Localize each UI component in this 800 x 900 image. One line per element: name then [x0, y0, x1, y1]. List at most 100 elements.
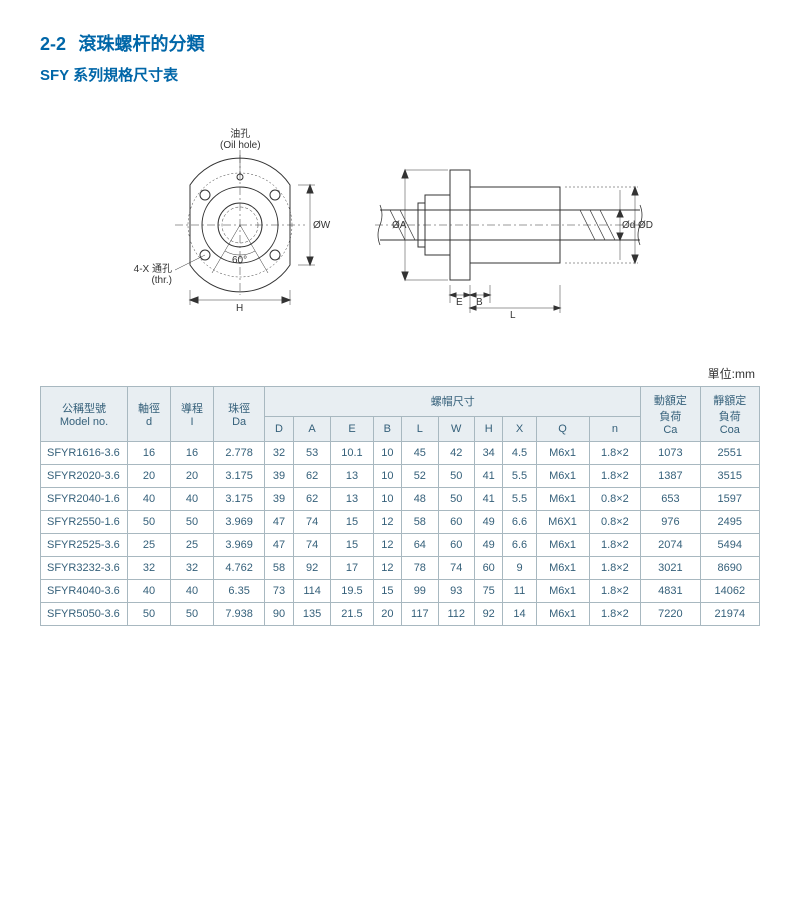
col-da: 珠徑 Da [214, 387, 265, 442]
cell-A: 53 [293, 442, 331, 465]
cell-W: 74 [438, 557, 474, 580]
table-row: SFYR2040-1.640403.175396213104850415.5M6… [41, 488, 760, 511]
cell-Coa: 2551 [700, 442, 759, 465]
cell-I: 32 [171, 557, 214, 580]
cell-W: 60 [438, 511, 474, 534]
cell-H: 49 [474, 534, 503, 557]
cell-D: 32 [265, 442, 294, 465]
cell-B: 12 [373, 557, 402, 580]
dim-a-label: ØA [392, 220, 406, 231]
cell-model: SFYR2550-1.6 [41, 511, 128, 534]
col-H: H [474, 416, 503, 441]
cell-model: SFYR2040-1.6 [41, 488, 128, 511]
col-W: W [438, 416, 474, 441]
ca-cn2: 負荷 [659, 411, 681, 423]
cell-L: 48 [402, 488, 438, 511]
cell-A: 114 [293, 580, 331, 603]
dim-h-label: H [236, 303, 243, 314]
side-view-svg [370, 125, 650, 325]
cell-Ca: 1387 [641, 465, 700, 488]
cell-Coa: 1597 [700, 488, 759, 511]
table-row: SFYR2020-3.620203.175396213105250415.5M6… [41, 465, 760, 488]
da-sym: Da [232, 416, 246, 428]
cell-D: 73 [265, 580, 294, 603]
cell-L: 64 [402, 534, 438, 557]
cell-n: 1.8×2 [589, 557, 641, 580]
lead-sym: I [190, 416, 193, 428]
cell-X: 14 [503, 603, 536, 626]
cell-W: 112 [438, 603, 474, 626]
section-number: 2-2 [40, 34, 66, 54]
cell-E: 17 [331, 557, 373, 580]
cell-Da: 7.938 [214, 603, 265, 626]
model-en: Model no. [60, 416, 108, 428]
dim-b-label: B [476, 297, 483, 308]
lead-cn: 導程 [181, 403, 203, 415]
cell-n: 1.8×2 [589, 534, 641, 557]
cell-Da: 2.778 [214, 442, 265, 465]
cell-I: 50 [171, 511, 214, 534]
cell-n: 1.8×2 [589, 465, 641, 488]
col-L: L [402, 416, 438, 441]
cell-E: 19.5 [331, 580, 373, 603]
cell-Coa: 3515 [700, 465, 759, 488]
table-row: SFYR2550-1.650503.969477415125860496.6M6… [41, 511, 760, 534]
cell-X: 5.5 [503, 488, 536, 511]
cell-X: 11 [503, 580, 536, 603]
coa-cn: 靜額定 [713, 395, 746, 407]
cell-A: 92 [293, 557, 331, 580]
cell-H: 49 [474, 511, 503, 534]
cell-B: 20 [373, 603, 402, 626]
cell-D: 39 [265, 488, 294, 511]
cell-E: 15 [331, 534, 373, 557]
cell-A: 74 [293, 534, 331, 557]
cell-A: 62 [293, 465, 331, 488]
cell-X: 6.6 [503, 511, 536, 534]
cell-model: SFYR5050-3.6 [41, 603, 128, 626]
cell-L: 52 [402, 465, 438, 488]
cell-Q: M6x1 [536, 465, 589, 488]
table-row: SFYR4040-3.640406.357311419.51599937511M… [41, 580, 760, 603]
cell-W: 60 [438, 534, 474, 557]
d-sym: d [146, 416, 152, 428]
cell-Q: M6x1 [536, 557, 589, 580]
cell-Ca: 653 [641, 488, 700, 511]
cell-H: 41 [474, 488, 503, 511]
cell-model: SFYR1616-3.6 [41, 442, 128, 465]
cell-Ca: 4831 [641, 580, 700, 603]
ca-cn: 動額定 [654, 395, 687, 407]
cell-X: 6.6 [503, 534, 536, 557]
cell-B: 10 [373, 465, 402, 488]
da-cn: 珠徑 [228, 403, 250, 415]
cell-Ca: 1073 [641, 442, 700, 465]
cell-Da: 3.969 [214, 534, 265, 557]
cell-Ca: 2074 [641, 534, 700, 557]
cell-d: 40 [128, 580, 171, 603]
cell-H: 34 [474, 442, 503, 465]
cell-Q: M6x1 [536, 488, 589, 511]
cell-D: 47 [265, 534, 294, 557]
cell-D: 58 [265, 557, 294, 580]
cell-E: 10.1 [331, 442, 373, 465]
cell-X: 4.5 [503, 442, 536, 465]
cell-X: 9 [503, 557, 536, 580]
spec-table: 公稱型號 Model no. 軸徑 d 導程 I 珠徑 Da 螺帽尺寸 動額定 … [40, 386, 760, 626]
cell-n: 0.8×2 [589, 511, 641, 534]
cell-W: 50 [438, 465, 474, 488]
cell-B: 12 [373, 511, 402, 534]
cell-Q: M6x1 [536, 534, 589, 557]
cell-L: 45 [402, 442, 438, 465]
cell-A: 135 [293, 603, 331, 626]
cell-I: 50 [171, 603, 214, 626]
cell-d: 32 [128, 557, 171, 580]
table-row: SFYR3232-3.632324.762589217127874609M6x1… [41, 557, 760, 580]
dim-D-label: ØD [638, 220, 653, 231]
cell-D: 90 [265, 603, 294, 626]
cell-H: 92 [474, 603, 503, 626]
col-model: 公稱型號 Model no. [41, 387, 128, 442]
cell-E: 15 [331, 511, 373, 534]
cell-Da: 3.969 [214, 511, 265, 534]
cell-model: SFYR4040-3.6 [41, 580, 128, 603]
cell-Da: 4.762 [214, 557, 265, 580]
cell-Q: M6x1 [536, 580, 589, 603]
